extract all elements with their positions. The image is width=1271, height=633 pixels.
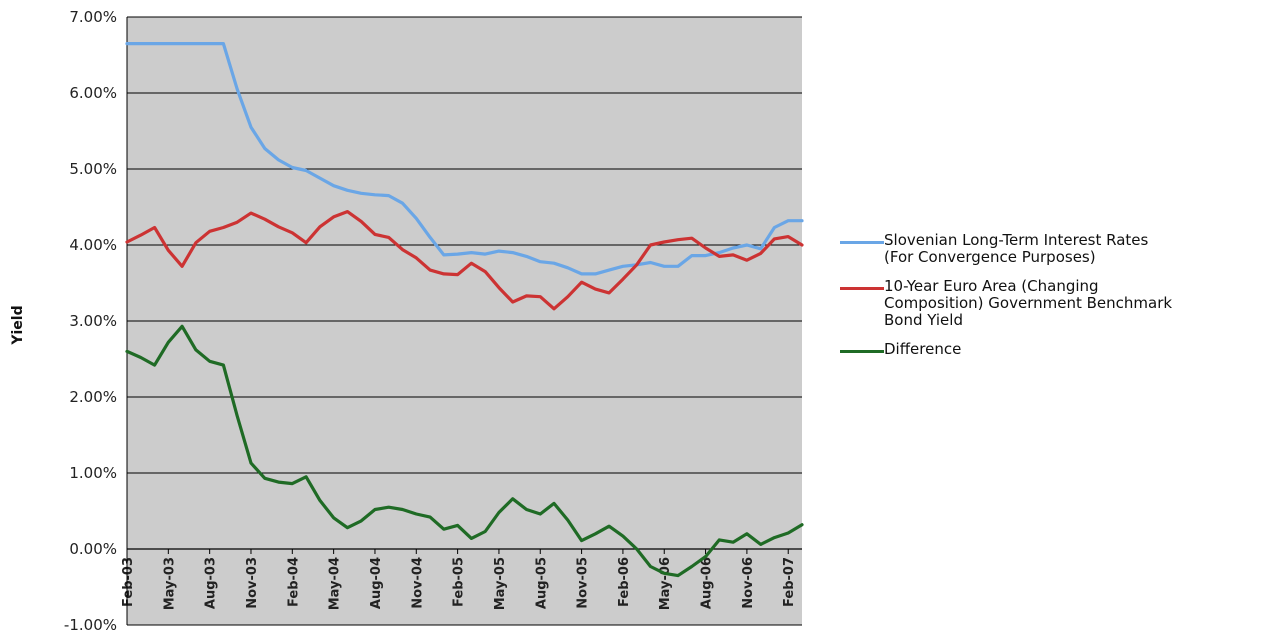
x-tick-label: Aug-05 (534, 557, 549, 609)
legend-item: Difference (840, 341, 1265, 358)
x-tick-label: May-06 (658, 557, 673, 610)
x-tick-label: May-03 (162, 557, 177, 610)
series-line-3 (125, 324, 804, 578)
y-tick-label: 7.00% (69, 8, 117, 26)
series-line-2 (125, 210, 804, 311)
legend-label: Slovenian Long-Term Interest Rates (For … (884, 231, 1149, 266)
y-tick-label: 0.00% (69, 540, 117, 558)
legend-label: Difference (884, 340, 962, 358)
y-axis-ticks: 7.00% 6.00% 5.00% 4.00% 3.00% 2.00% 1.00% 0.00%… (64, 8, 117, 633)
x-tick-label: May-05 (493, 557, 508, 610)
x-tick-label: Nov-04 (410, 557, 425, 609)
y-axis-label: Yield (10, 305, 26, 345)
x-tick-label: Aug-04 (369, 557, 384, 609)
x-tick-label: Feb-03 (121, 557, 136, 607)
x-tick-label: May-04 (328, 557, 343, 610)
legend: Slovenian Long-Term Interest Rates (For … (840, 232, 1265, 370)
legend-swatch (840, 350, 884, 353)
y-tick-label: 6.00% (69, 84, 117, 102)
series-lines (125, 41, 804, 578)
y-tick-label: 2.00% (69, 388, 117, 406)
legend-swatch (840, 241, 884, 244)
series-line-1 (125, 41, 804, 276)
x-axis-ticks: Feb-03 May-03 Aug-03 Nov-03 Feb-04 May-04 Aug-… (121, 17, 802, 625)
y-tick-label: 1.00% (69, 464, 117, 482)
x-tick-label: Aug-03 (204, 557, 219, 609)
y-tick-label: 3.00% (69, 312, 117, 330)
y-tick-label: 4.00% (69, 236, 117, 254)
x-tick-label: Nov-06 (741, 557, 756, 609)
legend-swatch (840, 287, 884, 290)
x-tick-label: Feb-04 (286, 557, 301, 607)
x-tick-label: Aug-06 (700, 557, 715, 609)
x-tick-label: Nov-05 (576, 557, 591, 609)
x-tick-label: Feb-05 (452, 557, 467, 607)
legend-item: 10-Year Euro Area (Changing Composition)… (840, 278, 1265, 329)
legend-item: Slovenian Long-Term Interest Rates (For … (840, 232, 1265, 266)
x-tick-label: Feb-07 (782, 557, 797, 607)
x-tick-label: Nov-03 (245, 557, 260, 609)
y-tick-label: -1.00% (64, 616, 117, 633)
y-tick-label: 5.00% (69, 160, 117, 178)
x-tick-label: Feb-06 (617, 557, 632, 607)
legend-label: 10-Year Euro Area (Changing Composition)… (884, 277, 1173, 329)
